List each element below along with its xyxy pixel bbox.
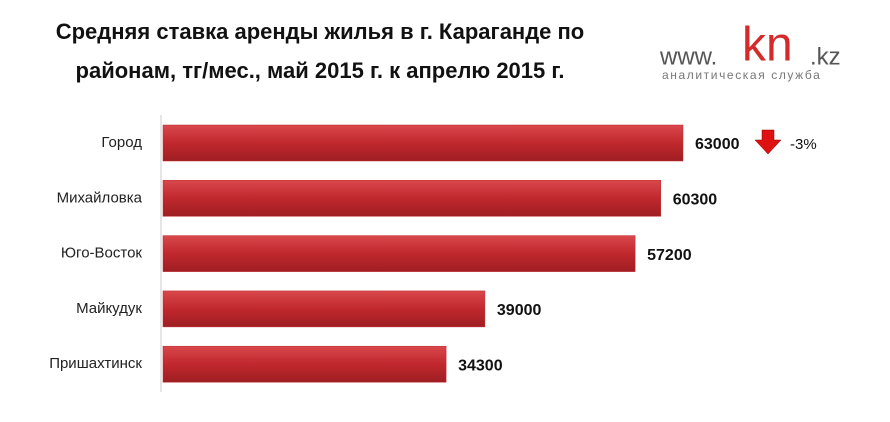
value-label: 57200	[647, 247, 692, 264]
value-label: 34300	[458, 357, 503, 374]
bar	[162, 180, 661, 217]
logo-tagline: аналитическая служба	[662, 68, 821, 82]
y-tick-label: Город	[101, 134, 142, 151]
y-tick-label: Михайловка	[57, 189, 143, 206]
logo-main: kn	[742, 19, 793, 72]
bar	[162, 235, 636, 272]
down-arrow	[754, 129, 782, 155]
chart-title: Средняя ставка аренды жилья в г. Караган…	[56, 19, 585, 44]
value-label: 63000	[695, 136, 740, 153]
bar	[162, 345, 447, 383]
value-label: 60300	[673, 192, 718, 209]
bar	[162, 290, 486, 328]
logo-prefix: www.	[659, 43, 717, 70]
logo: www. kn .kz аналитическая служба	[659, 19, 841, 83]
logo-suffix: .kz	[810, 43, 841, 70]
y-tick-label: Майкудук	[76, 300, 142, 317]
value-label: 39000	[497, 302, 542, 319]
change-label: -3%	[790, 136, 817, 153]
chart-title: районам, тг/мес., май 2015 г. к апрелю 2…	[76, 58, 565, 83]
bar	[162, 124, 684, 162]
y-tick-label: Пришахтинск	[49, 355, 142, 372]
y-tick-label: Юго-Восток	[61, 245, 143, 262]
